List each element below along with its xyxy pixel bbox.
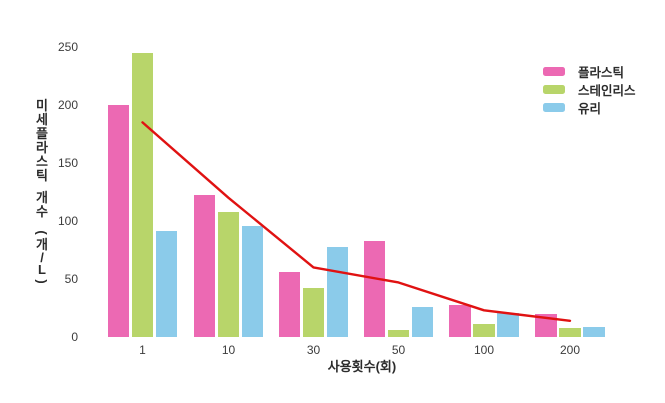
y-axis-title-char: 틱: [36, 168, 48, 183]
bar-플라스틱-30: [278, 272, 301, 337]
legend-swatch-icon: [543, 103, 565, 112]
bar-유리-50: [411, 306, 434, 337]
bar-유리-1: [155, 231, 178, 337]
bar-스테인리스-1: [131, 52, 154, 337]
x-axis-title: 사용횟수(회): [327, 359, 397, 374]
x-tick-label-30: 30: [306, 343, 321, 357]
x-tick-label-10: 10: [221, 343, 236, 357]
legend-label: 플라스틱: [578, 66, 625, 80]
bar-플라스틱-1: [107, 105, 130, 337]
x-tick-label-1: 1: [139, 343, 146, 357]
y-axis-title-char: (: [34, 230, 50, 235]
bar-스테인리스-200: [559, 327, 581, 337]
bar-플라스틱-50: [363, 240, 386, 337]
legend-swatch-icon: [543, 67, 565, 76]
y-tick-label-50: 50: [64, 271, 78, 286]
legend-swatch-icon: [543, 85, 565, 94]
y-axis-title-char: /: [40, 250, 44, 265]
legend-item-유리: 유리: [543, 101, 636, 116]
bar-플라스틱-10: [193, 195, 216, 337]
y-axis-title-char: 스: [36, 154, 48, 169]
y-tick-label-0: 0: [71, 329, 78, 344]
bar-유리-100: [497, 312, 519, 337]
y-axis-title-char: 플: [36, 126, 48, 141]
legend-label: 유리: [578, 102, 602, 116]
bar-유리-200: [583, 326, 605, 337]
y-axis-title-char: 개: [36, 237, 48, 252]
bar-유리-30: [326, 246, 349, 337]
legend-item-플라스틱: 플라스틱: [543, 65, 636, 80]
bar-스테인리스-30: [302, 288, 325, 337]
y-axis-title-char: 라: [36, 140, 48, 155]
y-axis-title-char: L: [38, 262, 46, 277]
y-axis-title-char: 미: [36, 98, 48, 113]
bar-유리-10: [241, 225, 264, 337]
y-tick-label-250: 250: [57, 39, 78, 54]
bar-플라스틱-100: [449, 304, 471, 337]
x-tick-label-200: 200: [559, 343, 581, 357]
y-axis-title-char: 세: [36, 112, 48, 127]
bar-스테인리스-50: [387, 330, 410, 337]
y-axis-title: 미 세 플 라 스 틱 개 수(개 / L): [28, 99, 56, 287]
y-tick-label-200: 200: [57, 97, 78, 112]
y-axis-title-char: 개: [36, 190, 48, 205]
x-tick-label-50: 50: [391, 343, 406, 357]
y-axis-title-char: 수: [36, 204, 48, 219]
legend-item-스테인리스: 스테인리스: [543, 83, 636, 98]
x-tick-label-100: 100: [473, 343, 495, 357]
bar-스테인리스-100: [473, 324, 495, 337]
bar-스테인리스-10: [217, 211, 240, 337]
y-tick-label-150: 150: [57, 155, 78, 170]
y-tick-label-100: 100: [57, 213, 78, 228]
legend-label: 스테인리스: [578, 84, 636, 98]
bar-플라스틱-200: [535, 313, 557, 337]
